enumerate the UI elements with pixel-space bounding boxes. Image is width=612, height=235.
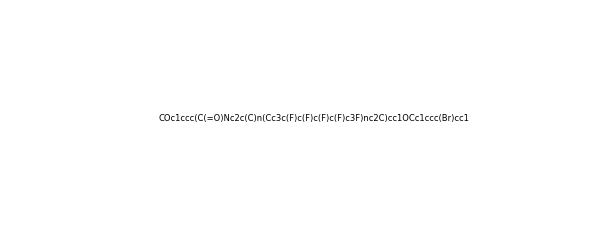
Text: COc1ccc(C(=O)Nc2c(C)n(Cc3c(F)c(F)c(F)c(F)c3F)nc2C)cc1OCc1ccc(Br)cc1: COc1ccc(C(=O)Nc2c(C)n(Cc3c(F)c(F)c(F)c(F… — [159, 114, 469, 123]
